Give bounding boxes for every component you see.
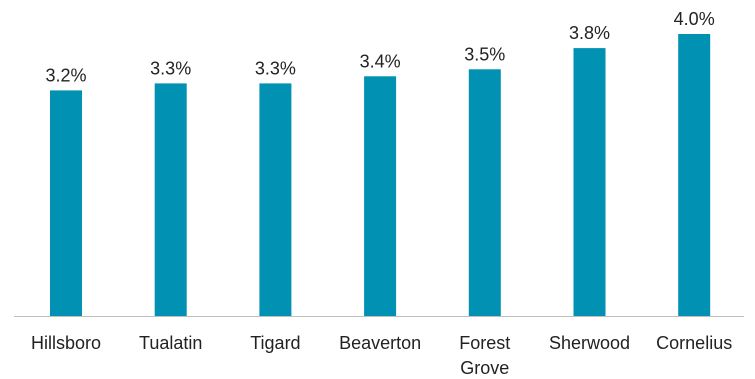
- bar: [364, 76, 397, 316]
- category-label: Hillsboro: [31, 333, 101, 353]
- category-label-line: Grove: [460, 358, 509, 378]
- data-label: 3.4%: [360, 51, 401, 71]
- category-label-line: Hillsboro: [31, 333, 101, 353]
- data-label: 3.5%: [464, 44, 505, 64]
- category-label: Beaverton: [339, 333, 421, 353]
- bar: [678, 34, 711, 316]
- bars-layer: [50, 34, 711, 317]
- data-label: 3.3%: [255, 58, 296, 78]
- category-labels-layer: Hillsboro Tualatin Tigard Beaverton Forest Gr…: [31, 333, 732, 378]
- category-label: Cornelius: [656, 333, 732, 353]
- bar: [468, 69, 501, 317]
- category-label: Forest Grove: [459, 333, 510, 378]
- category-label: Tigard: [250, 333, 300, 353]
- category-label: Tualatin: [139, 333, 202, 353]
- category-label-line: Sherwood: [549, 333, 630, 353]
- bar: [154, 83, 187, 317]
- category-label: Sherwood: [549, 333, 630, 353]
- bar: [50, 90, 82, 317]
- data-label: 3.8%: [569, 23, 610, 43]
- data-label: 3.3%: [150, 58, 191, 78]
- category-label-line: Beaverton: [339, 333, 421, 353]
- bar: [573, 48, 606, 316]
- category-label-line: Tigard: [250, 333, 300, 353]
- category-label-line: Cornelius: [656, 333, 732, 353]
- category-label-line: Forest: [459, 333, 510, 353]
- bar: [259, 83, 292, 317]
- data-label: 4.0%: [674, 9, 715, 29]
- value-labels-layer: 3.2% 3.3% 3.3% 3.4% 3.5% 3.8% 4.0%: [45, 9, 714, 85]
- category-label-line: Tualatin: [139, 333, 202, 353]
- data-label: 3.2%: [45, 65, 86, 85]
